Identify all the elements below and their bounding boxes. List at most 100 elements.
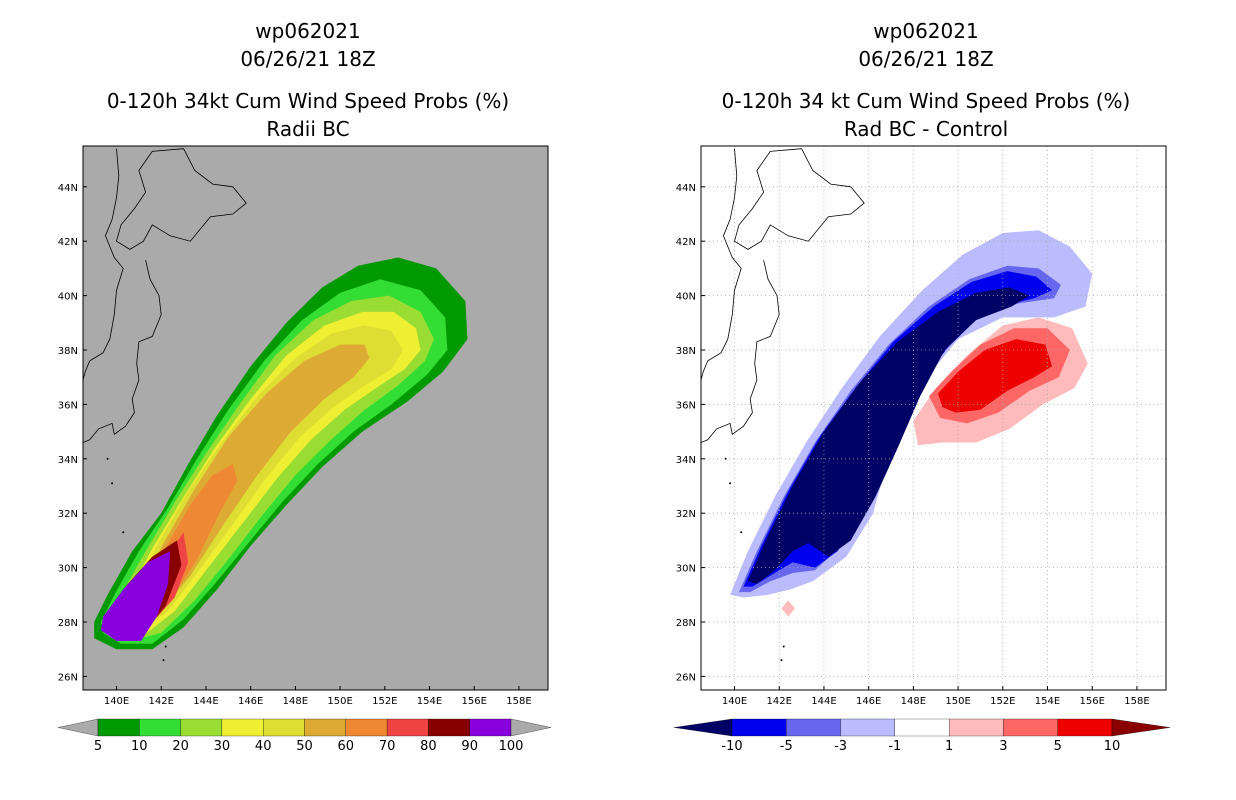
colorbar-swatch (1003, 718, 1058, 737)
x-tick-label: 154E (417, 696, 442, 707)
y-tick-label: 40N (58, 292, 78, 303)
colorbar-swatch (139, 718, 181, 737)
y-tick-label: 38N (676, 346, 696, 357)
right-chart-subtitle: Rad BC - Control (844, 117, 1008, 141)
left-colorbar: 5 10 20 30 40 50 60 70 80 90 100 (57, 718, 552, 754)
x-tick-label: 150E (327, 696, 352, 707)
x-tick-label: 146E (238, 696, 263, 707)
x-tick-label: 148E (283, 696, 308, 707)
x-tick-label: 142E (149, 696, 174, 707)
colorbar-label: 80 (420, 739, 437, 754)
left-chart-title: 0-120h 34kt Cum Wind Speed Probs (%) (107, 89, 509, 113)
colorbar-swatch (786, 718, 841, 737)
y-tick-label: 38N (58, 346, 78, 357)
x-tick-label: 142E (767, 696, 792, 707)
island-marker (782, 645, 785, 648)
left-panel: wp062021 06/26/21 18Z 0-120h 34kt Cum Wi… (57, 19, 552, 754)
colorbar-swatch (221, 718, 264, 737)
colorbar-swatch (1057, 718, 1113, 737)
right-datetime: 06/26/21 18Z (858, 47, 993, 71)
y-tick-label: 32N (676, 509, 696, 520)
x-tick-label: 152E (372, 696, 397, 707)
colorbar-swatch (894, 718, 950, 737)
y-tick-label: 44N (58, 183, 78, 194)
coastline (734, 148, 865, 250)
right-panel: wp062021 06/26/21 18Z 0-120h 34 kt Cum W… (673, 19, 1171, 754)
contour-band-1-7 (781, 600, 795, 617)
left-map-area: 140E 142E 144E 146E 148E 150E 152E 154E 156E 158E… (58, 145, 549, 707)
colorbar-left-arrow (673, 718, 733, 737)
x-tick-label: 158E (1124, 696, 1149, 707)
colorbar-label: 10 (131, 739, 148, 754)
y-tick-label: 28N (58, 618, 78, 629)
coastline (701, 148, 742, 381)
colorbar-swatch (304, 718, 346, 737)
colorbar-swatch (840, 718, 896, 737)
colorbar-label: 40 (255, 739, 272, 754)
y-tick-label: 40N (676, 292, 696, 303)
colorbar-swatch (97, 718, 140, 737)
x-tick-label: 140E (722, 696, 747, 707)
left-storm-id: wp062021 (255, 19, 360, 43)
colorbar-label: 70 (379, 739, 396, 754)
colorbar-right-arrow (1111, 718, 1171, 737)
x-tick-label: 146E (856, 696, 881, 707)
y-tick-label: 34N (58, 455, 78, 466)
left-datetime: 06/26/21 18Z (240, 47, 375, 71)
colorbar-swatch (948, 718, 1004, 737)
colorbar-swatch (345, 718, 388, 737)
island-marker (111, 482, 114, 485)
right-map-area: 140E 142E 144E 146E 148E 150E 152E 154E 156E 158E… (676, 145, 1167, 710)
x-tick-label: 150E (945, 696, 970, 707)
colorbar-label: 60 (338, 739, 355, 754)
island-marker (122, 531, 125, 534)
coastline (83, 148, 124, 381)
colorbar-swatch (263, 718, 305, 737)
y-tick-label: 42N (676, 237, 696, 248)
map-frame (82, 145, 549, 691)
y-tick-label: 28N (676, 618, 696, 629)
left-chart-subtitle: Radii BC (266, 117, 349, 141)
x-tick-label: 156E (462, 696, 487, 707)
colorbar-swatch (428, 718, 470, 737)
colorbar-label: 5 (1054, 739, 1062, 754)
colorbar-left-arrow (57, 718, 99, 737)
contour-band--10-3 (747, 287, 1030, 584)
island-marker (162, 659, 165, 662)
contour-band-90-9 (100, 551, 171, 641)
colorbar-label: 100 (499, 739, 524, 754)
colorbar-label: -5 (780, 739, 793, 754)
x-tick-label: 148E (901, 696, 926, 707)
colorbar-swatch (469, 718, 512, 737)
x-tick-label: 156E (1080, 696, 1105, 707)
colorbar-swatch (731, 718, 787, 737)
colorbar-label: 5 (94, 739, 102, 754)
island-marker (763, 708, 765, 710)
colorbar-swatch (386, 718, 429, 737)
colorbar-label: 20 (172, 739, 189, 754)
x-tick-label: 140E (104, 696, 129, 707)
right-storm-id: wp062021 (873, 19, 978, 43)
map-frame (700, 145, 1167, 691)
island-marker (729, 482, 732, 485)
y-tick-label: 44N (676, 183, 696, 194)
x-tick-label: 154E (1035, 696, 1060, 707)
colorbar-swatch (180, 718, 223, 737)
colorbar-label: 10 (1104, 739, 1121, 754)
x-tick-label: 144E (811, 696, 836, 707)
y-tick-label: 30N (58, 564, 78, 575)
colorbar-label: 3 (999, 739, 1007, 754)
y-tick-label: 42N (58, 237, 78, 248)
y-tick-label: 34N (676, 455, 696, 466)
colorbar-label: 30 (214, 739, 231, 754)
y-tick-label: 32N (58, 509, 78, 520)
contour-band-5-6 (938, 339, 1052, 413)
y-tick-label: 26N (676, 672, 696, 683)
y-tick-label: 36N (58, 400, 78, 411)
colorbar-label: -1 (888, 739, 901, 754)
island-marker (724, 457, 727, 460)
right-chart-title: 0-120h 34 kt Cum Wind Speed Probs (%) (722, 89, 1131, 113)
y-tick-label: 26N (58, 672, 78, 683)
island-marker (164, 645, 167, 648)
